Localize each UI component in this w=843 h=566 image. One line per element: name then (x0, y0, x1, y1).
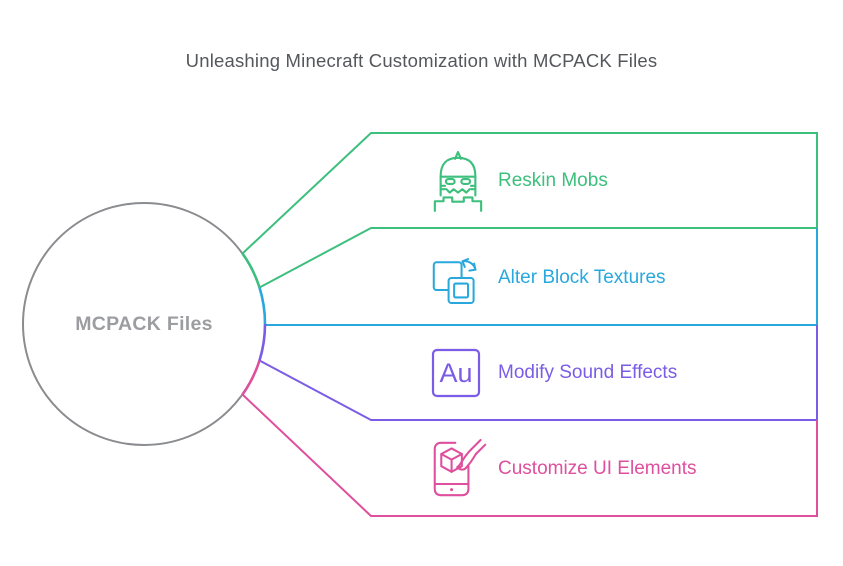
device-paintbrush-icon (431, 437, 489, 501)
center-node-label: MCPACK Files (75, 313, 213, 335)
blocks-swap-icon (431, 250, 489, 306)
mob-head-icon (431, 150, 489, 212)
audition-au-icon: Au (431, 348, 489, 398)
svg-text:Au: Au (439, 358, 472, 388)
connector-modify-sound-effects (258, 323, 818, 421)
item-label: Modify Sound Effects (498, 361, 678, 383)
item-label: Reskin Mobs (498, 169, 608, 191)
connector-reskin-mobs (241, 132, 818, 289)
item-row-modify-sound-effects: Au Modify Sound Effects (431, 343, 677, 403)
item-row-reskin-mobs: Reskin Mobs (431, 149, 608, 213)
item-row-alter-block-textures: Alter Block Textures (431, 248, 666, 308)
page-title: Unleashing Minecraft Customization with … (185, 50, 658, 71)
item-row-customize-ui-elements: Customize UI Elements (431, 437, 697, 501)
item-label: Alter Block Textures (498, 266, 666, 288)
connector-customize-ui-elements (241, 360, 818, 517)
item-label: Customize UI Elements (498, 457, 697, 479)
